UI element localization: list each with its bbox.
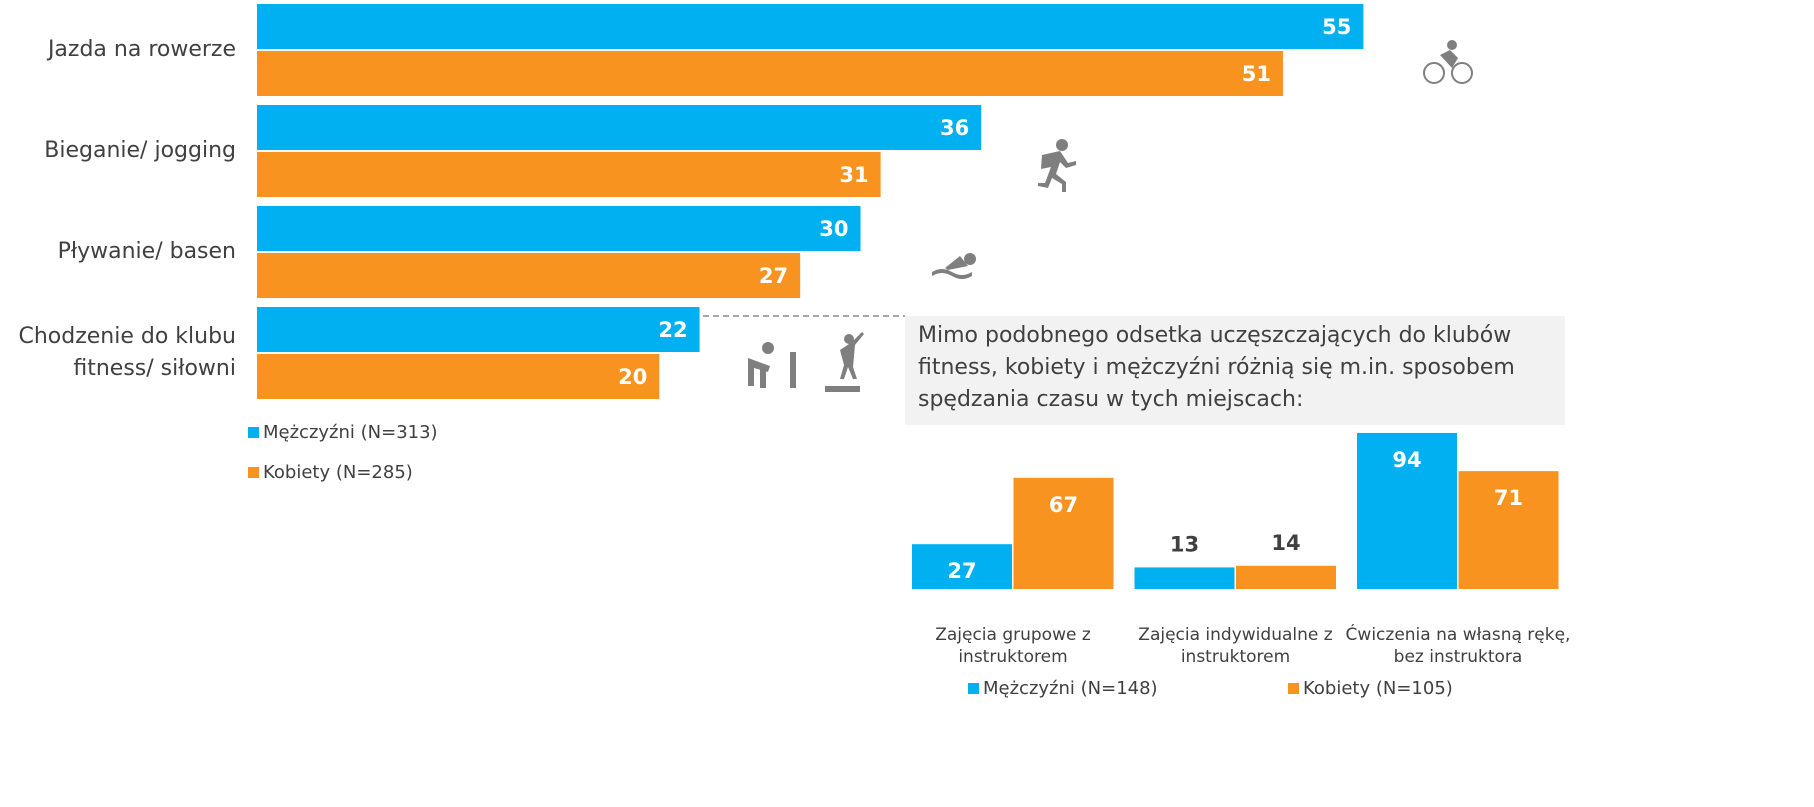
x-tick-label: Ćwiczenia na własną rękę, bez instruktor… <box>1345 625 1571 667</box>
bar <box>257 51 1283 96</box>
value-label: 67 <box>1049 493 1078 517</box>
value-label: 14 <box>1271 531 1300 555</box>
value-label: 27 <box>759 264 788 288</box>
category-label: Bieganie/ jogging <box>44 138 236 163</box>
bar <box>257 354 660 399</box>
bar <box>1236 565 1336 589</box>
value-label: 20 <box>618 365 647 389</box>
bar <box>257 206 861 251</box>
legend-item: Mężczyźni (N=148) <box>968 678 1158 699</box>
bar <box>257 307 700 352</box>
legend-label: Mężczyźni (N=313) <box>263 422 438 443</box>
value-label: 31 <box>839 163 868 187</box>
bar <box>1357 432 1457 589</box>
legend-item: Kobiety (N=285) <box>248 462 413 483</box>
value-label: 71 <box>1494 486 1523 510</box>
legend-item: Mężczyźni (N=313) <box>248 422 438 443</box>
legend-swatch <box>1288 683 1299 694</box>
category-label: Chodzenie do klubu fitness/ siłowni <box>18 324 236 381</box>
bar <box>912 544 1012 589</box>
value-label: 27 <box>947 559 976 583</box>
legend-label: Mężczyźni (N=148) <box>983 678 1158 699</box>
annotation-box <box>905 316 1565 425</box>
value-label: 94 <box>1392 448 1421 472</box>
legend-swatch <box>968 683 979 694</box>
legend-swatch <box>248 427 259 438</box>
category-label: Jazda na rowerze <box>47 37 236 62</box>
x-tick-label: Zajęcia indywidualne z instruktorem <box>1138 625 1333 667</box>
value-label: 22 <box>658 318 687 342</box>
legend-item: Kobiety (N=105) <box>1288 678 1453 699</box>
legend-label: Kobiety (N=105) <box>1303 678 1453 699</box>
category-label: Pływanie/ basen <box>57 239 236 264</box>
bar <box>1458 471 1559 589</box>
bar <box>257 152 881 197</box>
bar <box>257 253 801 298</box>
value-label: 30 <box>819 217 848 241</box>
value-label: 55 <box>1322 15 1351 39</box>
legend-swatch <box>248 467 259 478</box>
icons <box>748 40 1473 392</box>
x-tick-label: Zajęcia grupowe z instruktorem <box>935 625 1091 667</box>
bar <box>257 105 982 150</box>
legend-label: Kobiety (N=285) <box>263 462 413 483</box>
bar <box>1013 477 1114 589</box>
value-label: 36 <box>940 116 969 140</box>
value-label: 13 <box>1170 532 1199 556</box>
annotation: Mimo podobnego odsetka uczęszczających d… <box>918 323 1515 412</box>
bar <box>1134 567 1235 589</box>
value-label: 51 <box>1242 62 1271 86</box>
bar <box>257 4 1364 49</box>
